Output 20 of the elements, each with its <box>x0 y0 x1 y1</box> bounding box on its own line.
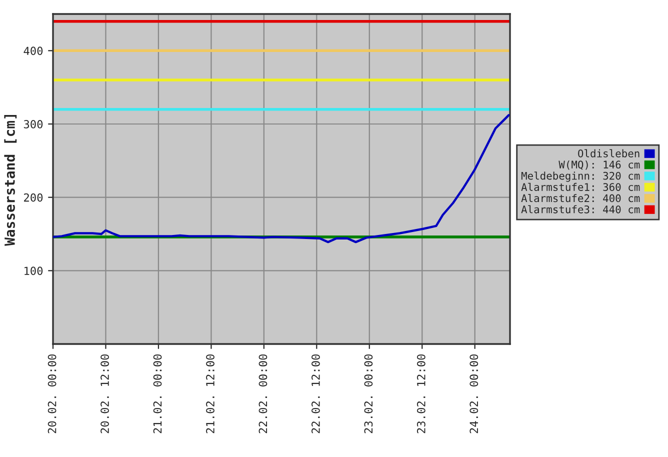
legend-label: Alarmstufe2: 400 cm <box>521 194 640 202</box>
legend-label: Oldisleben <box>578 149 640 158</box>
y-tick-label: 400 <box>24 46 43 56</box>
x-tick-label: 20.02. 00:00 <box>48 354 56 434</box>
legend-label: Alarmstufe1: 360 cm <box>521 182 640 191</box>
y-tick-label: 100 <box>24 266 43 276</box>
y-axis-title: Wasserstand [cm] <box>4 114 17 246</box>
y-tick-label: 200 <box>24 193 43 202</box>
x-tick-label: 22.02. 00:00 <box>258 354 268 434</box>
legend-label: W(MQ): 146 cm <box>558 160 640 170</box>
x-tick-label: 24.02. 00:00 <box>470 354 478 434</box>
x-tick-label: 23.02. 12:00 <box>416 354 426 434</box>
x-tick-label: 21.02. 00:00 <box>153 354 162 434</box>
x-tick-label: 20.02. 12:00 <box>100 354 109 434</box>
legend-label: Alarmstufe3: 440 cm <box>521 205 640 214</box>
legend-label: Meldebeginn: 320 cm <box>521 172 640 182</box>
x-tick-label: 21.02. 12:00 <box>206 354 214 434</box>
x-tick-label: 23.02. 00:00 <box>364 354 373 434</box>
x-tick-label: 22.02. 12:00 <box>312 354 320 434</box>
y-tick-label: 300 <box>24 120 43 128</box>
